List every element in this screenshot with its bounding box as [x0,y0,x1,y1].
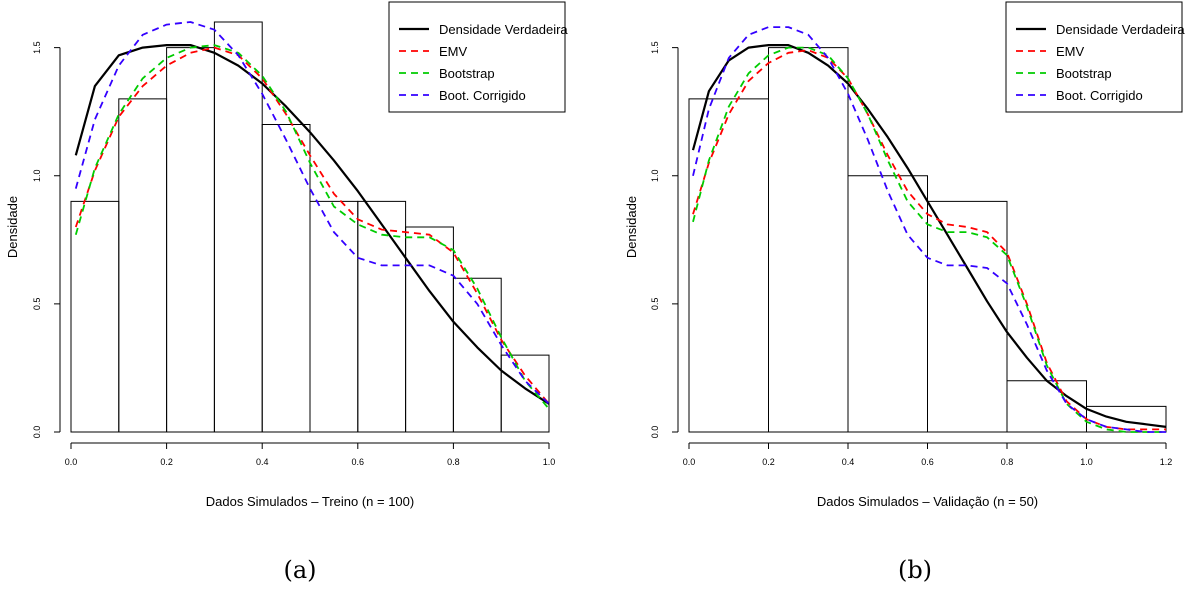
series-line-1 [691,43,1167,428]
y-tick-label: 1.5 [650,41,660,54]
series-line-2 [74,46,550,405]
y-axis-title: Densidade [624,196,639,258]
x-tick-label: 0.8 [1001,457,1014,467]
legend-box [1005,1,1183,113]
legend-label-2: EMV [439,44,468,59]
histogram-bar-1 [70,200,120,433]
x-tick-label: 0.8 [447,457,460,467]
y-tick-label: 1.0 [32,169,42,182]
y-tick-label: 0.5 [32,298,42,311]
panel-caption: (a) [283,556,316,584]
legend-label-2: EMV [1056,44,1085,59]
x-tick-label: 0.6 [921,457,934,467]
x-tick-label: 1.0 [1080,457,1093,467]
histogram-bar-4 [927,200,1008,433]
y-tick-label: 1.0 [650,169,660,182]
histogram-bar-6 [1086,405,1167,433]
x-tick-label: 0.4 [842,457,855,467]
histogram-bar-10 [500,354,550,433]
panel-caption: (b) [898,556,932,584]
legend: Densidade Verdadeira EMV Bootstrap Boot. Co… [1005,1,1185,113]
histogram-bar-5 [261,124,311,433]
x-tick-label: 0.0 [65,457,78,467]
x-axis-title: Dados Simulados – Validação (n = 50) [817,494,1038,509]
x-axis: 0.0 0.2 0.4 0.6 0.8 1.0 [65,442,556,467]
x-tick-label: 0.6 [352,457,365,467]
y-axis: 0.0 0.5 1.0 1.5 [650,41,679,439]
chart-panel-1: 0.0 0.2 0.4 0.6 0.8 1.0 0.0 0.5 1.0 1.5 Densidade D… [5,1,568,584]
x-tick-label: 0.2 [762,457,775,467]
histogram-bar-3 [166,47,215,433]
series-line-3 [692,46,1166,433]
x-tick-label: 0.0 [683,457,696,467]
x-axis: 0.0 0.2 0.4 0.6 0.8 1.0 1.2 [683,442,1173,467]
legend: Densidade Verdadeira EMV Bootstrap Boot. Co… [388,1,568,113]
series-line-4 [74,21,550,405]
series-line-4 [692,26,1166,433]
series-line-2 [692,49,1166,431]
y-tick-label: 0.0 [650,426,660,439]
y-tick-label: 0.0 [32,426,42,439]
chart-panel-2: 0.0 0.2 0.4 0.6 0.8 1.0 1.2 0.0 0.5 1.0 1.5 Densida… [624,1,1185,584]
legend-label-3: Bootstrap [439,66,495,81]
histogram-bar-2 [768,47,849,433]
series-line-1 [74,43,550,405]
legend-label-4: Boot. Corrigido [439,88,526,103]
histogram-bar-1 [688,98,769,433]
x-axis-title: Dados Simulados – Treino (n = 100) [206,494,414,509]
y-axis: 0.0 0.5 1.0 1.5 [32,41,61,439]
x-tick-label: 0.2 [160,457,173,467]
y-tick-label: 0.5 [650,298,660,311]
histogram-bar-2 [118,98,168,433]
legend-label-4: Boot. Corrigido [1056,88,1143,103]
histogram-bar-5 [1006,380,1087,433]
legend-box [388,1,566,113]
histogram-bar-9 [452,277,502,433]
histogram-bar-8 [405,226,454,433]
legend-label-3: Bootstrap [1056,66,1112,81]
legend-label-1: Densidade Verdadeira [439,22,568,37]
x-tick-label: 1.2 [1160,457,1173,467]
legend-label-1: Densidade Verdadeira [1056,22,1185,37]
y-axis-title: Densidade [5,196,20,258]
series-line-3 [74,44,550,410]
histogram-bar-3 [847,175,928,433]
y-tick-label: 1.5 [32,41,42,54]
x-tick-label: 0.4 [256,457,269,467]
x-tick-label: 1.0 [543,457,556,467]
histogram-bar-6 [309,200,359,433]
